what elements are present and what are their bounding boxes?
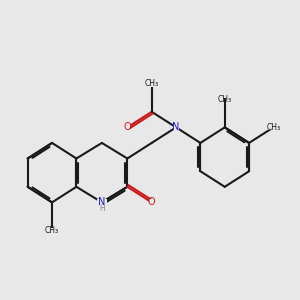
Text: O: O [124, 122, 131, 132]
Bar [124, 124, 130, 130]
Bar [268, 124, 279, 130]
Text: CH₃: CH₃ [266, 123, 280, 132]
Text: H: H [99, 204, 105, 213]
Text: CH₃: CH₃ [45, 226, 59, 235]
Bar [173, 124, 179, 130]
Bar [148, 199, 155, 206]
Text: O: O [148, 197, 155, 207]
Bar [146, 80, 157, 87]
Text: N: N [172, 122, 180, 132]
Text: CH₃: CH₃ [218, 94, 232, 103]
Bar [97, 199, 107, 206]
Text: CH₃: CH₃ [145, 79, 159, 88]
Text: N: N [98, 197, 106, 207]
Bar [47, 228, 57, 234]
